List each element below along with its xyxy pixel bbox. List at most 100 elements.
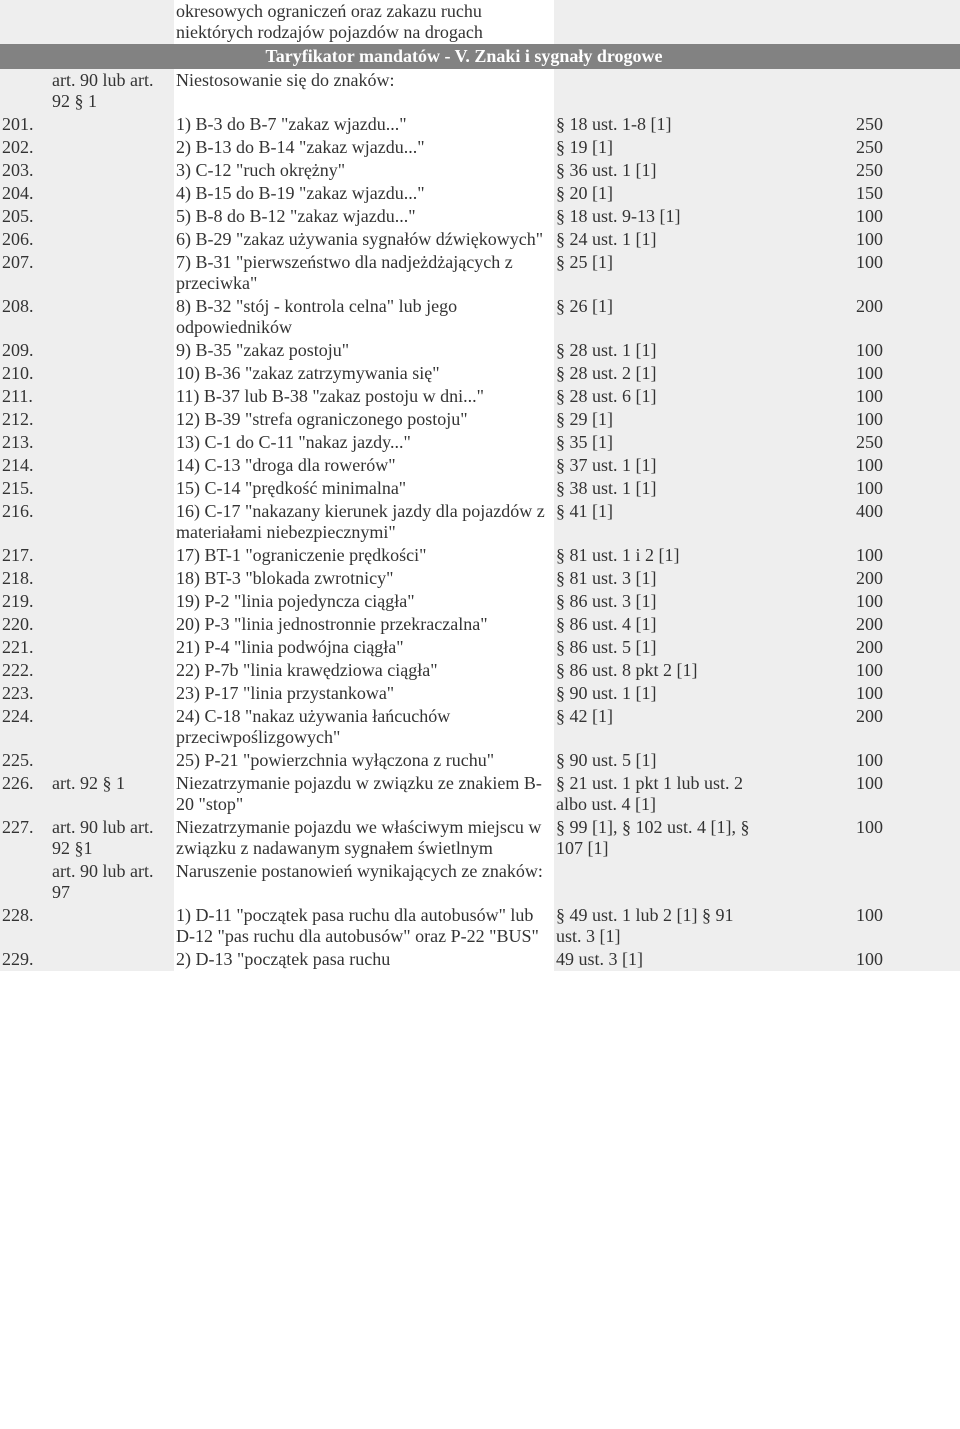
row-description: 4) B-15 do B-19 "zakaz wjazdu..." [174, 182, 554, 205]
row-penalty-text: 100 [856, 363, 883, 383]
row-penalty-text: 200 [856, 568, 883, 588]
row-penalty-text: 200 [856, 296, 883, 316]
table-row: 215.15) C-14 "prędkość minimalna"§ 38 us… [0, 477, 960, 500]
row-article: art. 90 lub art. 97 [50, 860, 174, 904]
row-spacer [754, 159, 854, 182]
row-reference: § 24 ust. 1 [1] [554, 228, 754, 251]
row-number-text: 220. [2, 614, 34, 634]
row-penalty-text: 100 [856, 340, 883, 360]
row-reference-text: § 24 ust. 1 [1] [556, 229, 657, 249]
table-row: 204.4) B-15 do B-19 "zakaz wjazdu..."§ 2… [0, 182, 960, 205]
row-reference-text: § 90 ust. 5 [1] [556, 750, 657, 770]
row-description: 10) B-36 "zakaz zatrzymywania się" [174, 362, 554, 385]
table-row: 228.1) D-11 "początek pasa ruchu dla aut… [0, 904, 960, 948]
row-number: 221. [0, 636, 50, 659]
row-penalty-text: 100 [856, 252, 883, 272]
row-spacer [754, 136, 854, 159]
row-number: 206. [0, 228, 50, 251]
row-description: 13) C-1 do C-11 "nakaz jazdy..." [174, 431, 554, 454]
row-description-text: 15) C-14 "prędkość minimalna" [176, 478, 406, 498]
row-description-text: 9) B-35 "zakaz postoju" [176, 340, 349, 360]
row-number: 229. [0, 948, 50, 971]
row-description: 3) C-12 "ruch okrężny" [174, 159, 554, 182]
row-reference-text: § 36 ust. 1 [1] [556, 160, 657, 180]
row-spacer [754, 860, 854, 904]
row-number: 205. [0, 205, 50, 228]
row-reference-text: § 90 ust. 1 [1] [556, 683, 657, 703]
table-row: 218.18) BT-3 "blokada zwrotnicy"§ 81 ust… [0, 567, 960, 590]
row-description: Niezatrzymanie pojazdu we właściwym miej… [174, 816, 554, 860]
row-penalty: 100 [854, 816, 960, 860]
row-penalty: 100 [854, 590, 960, 613]
row-description-text: 2) D-13 "początek pasa ruchu [176, 949, 390, 969]
row-description: 17) BT-1 "ograniczenie prędkości" [174, 544, 554, 567]
row-article [50, 205, 174, 228]
row-penalty-text: 150 [856, 183, 883, 203]
row-description-text: 3) C-12 "ruch okrężny" [176, 160, 345, 180]
row-number: 210. [0, 362, 50, 385]
row-number-text: 224. [2, 706, 34, 726]
row-penalty-text: 200 [856, 614, 883, 634]
row-reference-text: 49 ust. 3 [1] [556, 949, 643, 969]
intro-art: art. 90 lub art. 92 § 1 [52, 70, 153, 111]
row-spacer [754, 682, 854, 705]
row-number: 216. [0, 500, 50, 544]
row-number-text: 227. [2, 817, 34, 837]
row-description-text: 4) B-15 do B-19 "zakaz wjazdu..." [176, 183, 425, 203]
row-description: 6) B-29 "zakaz używania sygnałów dźwięko… [174, 228, 554, 251]
row-description: 11) B-37 lub B-38 "zakaz postoju w dni..… [174, 385, 554, 408]
row-article [50, 431, 174, 454]
row-penalty: 100 [854, 948, 960, 971]
row-penalty: 100 [854, 408, 960, 431]
section-title: Taryfikator mandatów - V. Znaki i sygnał… [265, 46, 662, 66]
row-reference: § 26 [1] [554, 295, 754, 339]
row-number: 211. [0, 385, 50, 408]
row-reference: § 90 ust. 1 [1] [554, 682, 754, 705]
row-number: 227. [0, 816, 50, 860]
row-description-text: 2) B-13 do B-14 "zakaz wjazdu..." [176, 137, 425, 157]
row-spacer [754, 904, 854, 948]
row-reference: § 81 ust. 1 i 2 [1] [554, 544, 754, 567]
row-penalty-text: 100 [856, 591, 883, 611]
row-penalty: 100 [854, 544, 960, 567]
row-penalty: 100 [854, 339, 960, 362]
row-article [50, 500, 174, 544]
table-row: 205.5) B-8 do B-12 "zakaz wjazdu..."§ 18… [0, 205, 960, 228]
row-spacer [754, 659, 854, 682]
row-spacer [754, 948, 854, 971]
row-number: 207. [0, 251, 50, 295]
row-spacer [754, 385, 854, 408]
row-number-text: 205. [2, 206, 34, 226]
row-number-text: 203. [2, 160, 34, 180]
row-reference: § 42 [1] [554, 705, 754, 749]
row-penalty: 100 [854, 205, 960, 228]
row-description: 24) C-18 "nakaz używania łańcuchów przec… [174, 705, 554, 749]
row-reference: 49 ust. 3 [1] [554, 948, 754, 971]
table-row: 209.9) B-35 "zakaz postoju"§ 28 ust. 1 [… [0, 339, 960, 362]
row-number-text: 229. [2, 949, 34, 969]
row-number-text: 217. [2, 545, 34, 565]
row-article [50, 682, 174, 705]
row-penalty-text: 100 [856, 905, 883, 925]
row-article: art. 92 § 1 [50, 772, 174, 816]
row-article [50, 408, 174, 431]
intro-desc: Niestosowanie się do znaków: [176, 70, 394, 90]
row-spacer [754, 772, 854, 816]
row-article [50, 182, 174, 205]
row-article [50, 948, 174, 971]
row-number: 222. [0, 659, 50, 682]
row-penalty-text: 100 [856, 750, 883, 770]
row-description-text: Naruszenie postanowień wynikających ze z… [176, 861, 543, 881]
table-row: 213.13) C-1 do C-11 "nakaz jazdy..."§ 35… [0, 431, 960, 454]
row-article-text: art. 90 lub art. 92 §1 [52, 817, 153, 858]
row-article-text: art. 92 § 1 [52, 773, 125, 793]
table-row: 224. 24) C-18 "nakaz używania łańcuchów p… [0, 705, 960, 749]
row-penalty-text: 250 [856, 432, 883, 452]
row-penalty-text: 250 [856, 137, 883, 157]
row-description: 12) B-39 "strefa ograniczonego postoju" [174, 408, 554, 431]
row-description-text: 25) P-21 "powierzchnia wyłączona z ruchu… [176, 750, 494, 770]
row-reference-text: § 42 [1] [556, 706, 613, 726]
row-description-text: 18) BT-3 "blokada zwrotnicy" [176, 568, 394, 588]
row-number-text: 223. [2, 683, 34, 703]
row-reference-text: § 41 [1] [556, 501, 613, 521]
